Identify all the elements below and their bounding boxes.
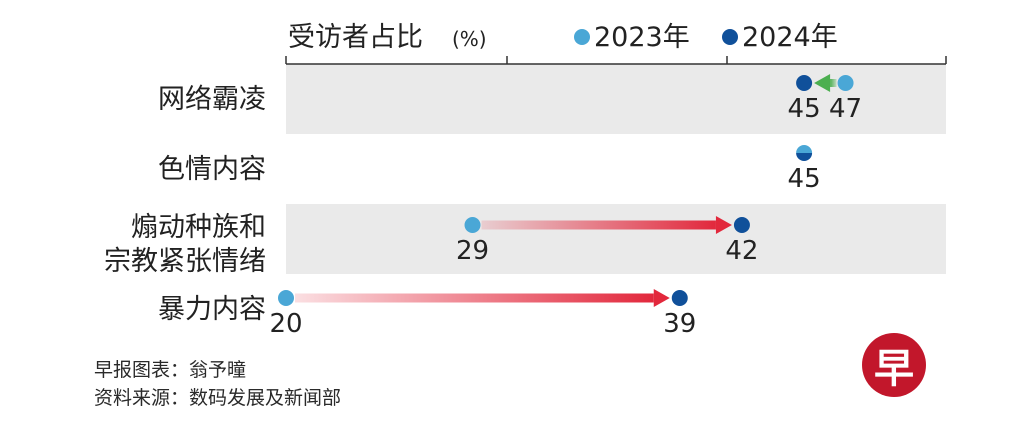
- dot-2023-2: [464, 217, 481, 233]
- dot-2023-0: [837, 75, 854, 91]
- row-label-2-0: 煽动种族和: [131, 212, 266, 243]
- row-band-0: [286, 64, 946, 134]
- dot-2023-3: [278, 290, 294, 306]
- value-label-2023-2: 29: [456, 236, 489, 266]
- row-0: 网络霸凌 47 45: [158, 74, 862, 124]
- logo-text: 早: [874, 345, 914, 392]
- chart-footer: 早报图表：翁予曈 资料来源：数码发展及新闻部: [94, 356, 341, 412]
- value-label-2024-1: 45: [788, 164, 821, 194]
- change-arrow-head-0: [814, 74, 831, 92]
- value-label-2023-0: 47: [829, 94, 862, 124]
- change-arrow-head-3: [653, 289, 670, 307]
- top-axis: [285, 56, 947, 65]
- footer-credit: 早报图表：翁予曈: [94, 359, 247, 381]
- footer-source: 资料来源：数码发展及新闻部: [94, 387, 342, 409]
- dot-2024-0: [796, 75, 813, 91]
- chart-title-unit: (%): [452, 27, 487, 51]
- row-1: 色情内容 45: [158, 145, 821, 194]
- value-label-2024-3: 39: [663, 309, 696, 339]
- value-label-2024-0: 45: [788, 94, 821, 124]
- zaobao-logo-icon: 早: [862, 333, 926, 397]
- row-3: 暴力内容 20 39: [158, 289, 696, 339]
- chart-title: 受访者占比: [288, 22, 423, 53]
- legend-label-2023: 2023年: [594, 22, 690, 53]
- row-label-0-0: 网络霸凌: [158, 84, 266, 115]
- row-label-3-0: 暴力内容: [158, 294, 266, 325]
- dot-2023-1: [796, 145, 813, 153]
- chart-header: 受访者占比 (%) 2023年 2024年: [288, 22, 838, 53]
- value-label-2024-2: 42: [725, 236, 758, 266]
- dot-2024-1: [796, 153, 813, 161]
- row-bands: [286, 64, 946, 274]
- change-arrow-head-2: [715, 216, 732, 234]
- legend-label-2024: 2024年: [742, 22, 838, 53]
- row-band-2: [286, 204, 946, 274]
- change-arrow-shaft-0: [830, 79, 837, 87]
- row-label-2-1: 宗教紧张情绪: [104, 246, 266, 277]
- change-arrow-shaft-2: [481, 220, 716, 230]
- dot-2024-3: [671, 290, 688, 306]
- change-arrow-shaft-3: [295, 293, 654, 303]
- legend-marker-2023: [574, 29, 590, 45]
- row-label-1-0: 色情内容: [158, 154, 266, 185]
- dot-2024-2: [733, 217, 750, 233]
- legend-marker-2024: [722, 29, 738, 45]
- value-label-2023-3: 20: [269, 309, 302, 339]
